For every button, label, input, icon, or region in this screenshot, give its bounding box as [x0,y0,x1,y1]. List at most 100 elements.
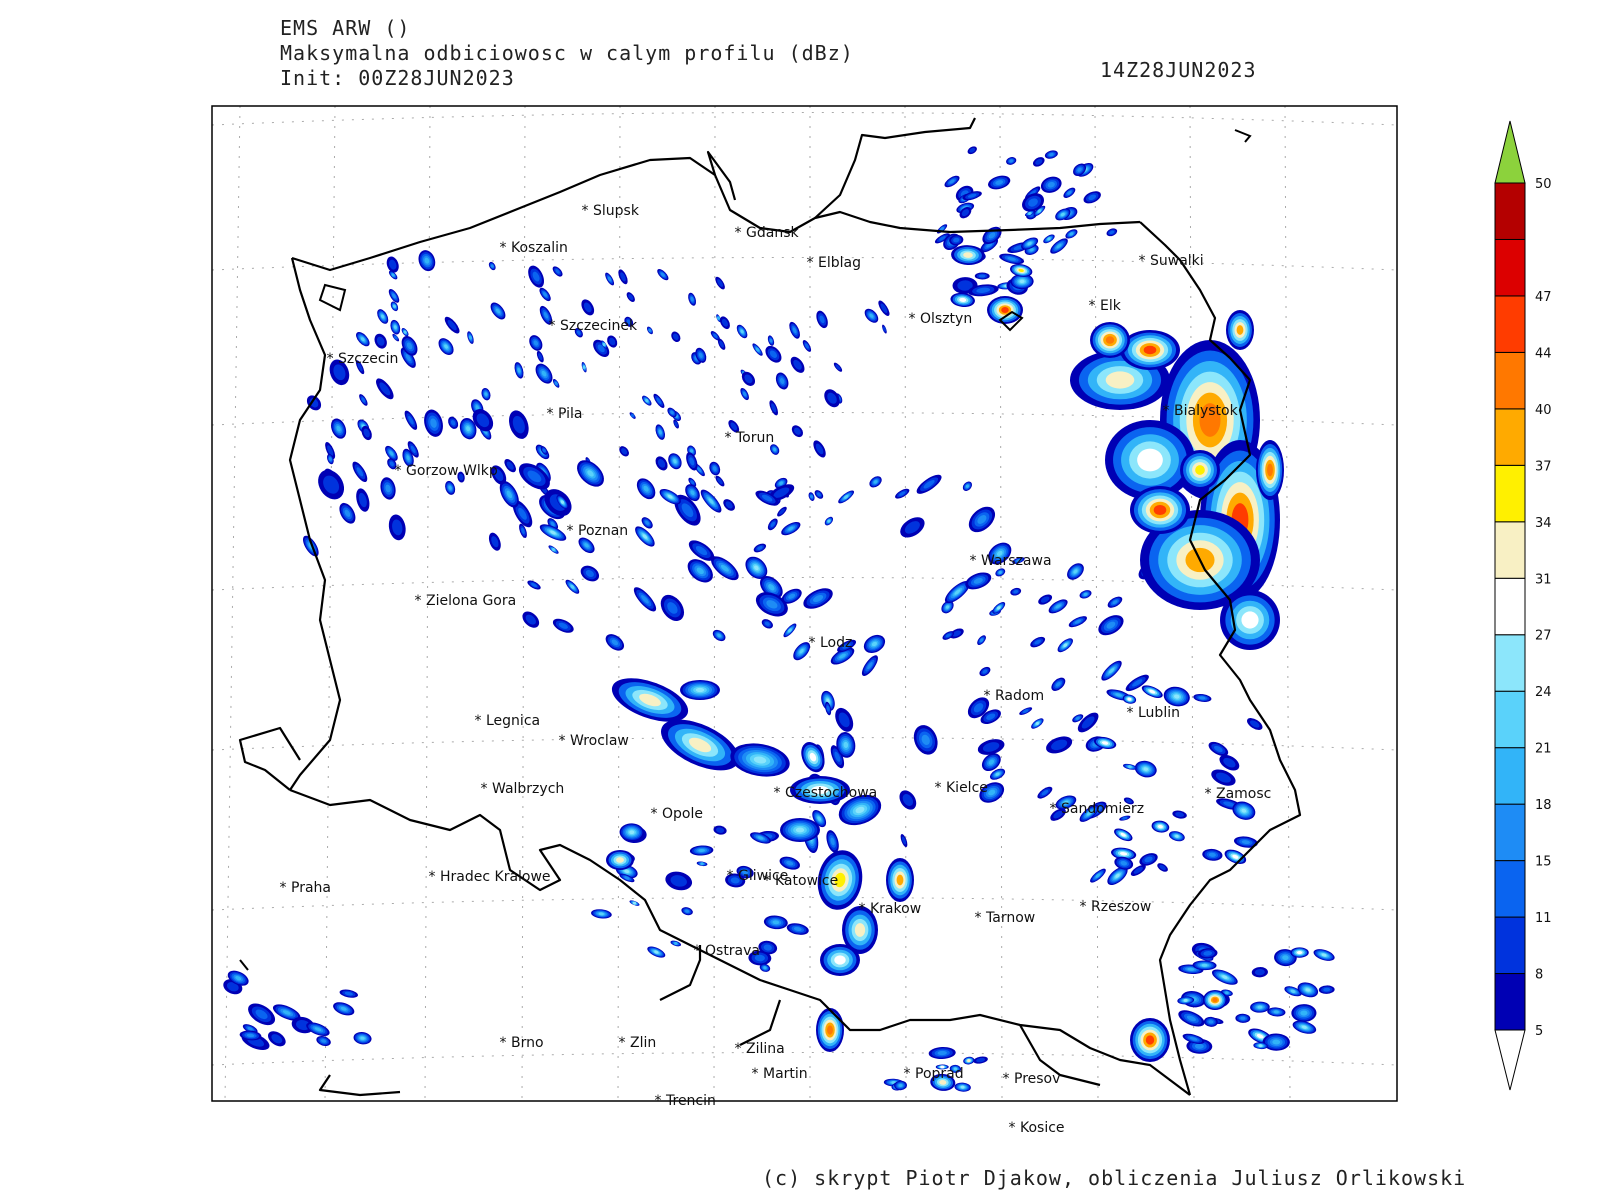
city-label: Elk [1100,298,1122,314]
reflectivity-cell [1123,797,1134,805]
reflectivity-cell [981,753,1001,772]
reflectivity-cell [710,331,720,341]
reflectivity-cell [1031,718,1044,729]
reflectivity-cell [863,634,886,653]
colorbar-swatch [1494,521,1526,579]
reflectivity-cell [753,543,767,553]
reflectivity-cell [709,461,721,476]
city-marker: * [935,780,942,796]
city-krakow: * Krakow [859,901,922,917]
reflectivity-cell [1107,596,1123,608]
reflectivity-cell [715,276,725,290]
reflectivity-cell [491,465,507,485]
reflectivity-cell [817,850,863,910]
reflectivity-cell [529,335,543,351]
city-bialystok: * Bialystok [1163,403,1239,419]
reflectivity-cell [356,332,370,347]
reflectivity-cell [386,256,399,273]
colorbar-swatch [1494,916,1526,975]
reflectivity-cell [1151,820,1170,833]
reflectivity-cell [963,1056,975,1065]
reflectivity-cell [1177,996,1195,1005]
city-marker: * [429,869,436,885]
city-label: Ostrava [705,943,760,959]
reflectivity-cell [642,395,652,406]
city-marker: * [1089,298,1096,314]
reflectivity-cell [836,732,856,758]
reflectivity-cell [1024,210,1035,217]
reflectivity-cell [954,1082,971,1092]
reflectivity-cell [688,477,697,487]
reflectivity-cell [916,474,942,494]
reflectivity-cell [1256,440,1284,500]
colorbar-label: 24 [1535,685,1552,700]
reflectivity-cell [1211,969,1238,985]
reflectivity-cell [728,419,740,433]
colorbar-label: 34 [1535,516,1552,531]
reflectivity-cell [1114,856,1134,870]
city-kielce: * Kielce [935,780,988,796]
reflectivity-cell [1101,660,1122,681]
valid-time: 14Z28JUN2023 [1100,58,1257,82]
city-marker: * [774,785,781,801]
colorbar-swatch [1494,747,1526,805]
reflectivity-cell [1182,1033,1205,1044]
city-marker: * [752,1066,759,1082]
colorbar-swatch [1494,295,1526,353]
reflectivity-cell [239,1030,262,1041]
reflectivity-cell [302,535,319,557]
reflectivity-cell [552,266,563,277]
reflectivity-cell [688,292,697,306]
reflectivity-cell [980,709,1001,724]
reflectivity-cell [377,309,389,324]
reflectivity-cell [1202,848,1223,861]
reflectivity-cell [755,592,788,617]
reflectivity-cell [780,818,820,842]
reflectivity-cell [781,521,801,536]
reflectivity-cell [1122,694,1137,704]
city-marker: * [1127,705,1134,721]
reflectivity-cell [624,316,634,327]
reflectivity-cell [736,324,748,339]
reflectivity-cell [670,940,682,947]
city-label: Zlin [630,1035,656,1051]
reflectivity-cell [725,873,746,888]
colorbar-swatch [1494,351,1526,410]
city-marker: * [1205,786,1212,802]
reflectivity-cell [1292,1020,1317,1034]
city-marker: * [807,255,814,271]
reflectivity-cell [605,634,625,651]
city-gliwice: * Gliwice [727,868,789,884]
reflectivity-cell [619,873,635,883]
reflectivity-cell [390,319,401,335]
city-warszawa: * Warszawa [970,553,1052,569]
reflectivity-cell [1318,985,1335,994]
reflectivity-cell [472,409,494,432]
city-katowice: * Katowice [764,873,839,889]
reflectivity-cell [619,446,629,457]
reflectivity-cell [565,579,580,594]
reflectivity-cell [1178,1010,1205,1027]
colorbar-swatch [1494,408,1526,466]
reflectivity-cell [791,425,803,438]
reflectivity-cell [536,350,544,363]
reflectivity-cell [894,1080,907,1091]
city-marker: * [975,910,982,926]
reflectivity-cell [674,494,701,526]
reflectivity-cell [1019,707,1033,715]
reflectivity-cell [824,389,840,408]
reflectivity-cell [1010,263,1033,277]
reflectivity-cell [878,300,890,317]
reflectivity-cell [759,963,771,972]
reflectivity-cell [712,629,726,642]
reflectivity-cell [716,314,721,323]
reflectivity-cell [1297,982,1319,998]
city-label: Szczecinek [560,318,638,334]
reflectivity-cell [548,545,559,554]
reflectivity-cell [1107,866,1128,885]
city-marker: * [1163,403,1170,419]
reflectivity-cell [1120,330,1180,370]
colorbar-low-arrow [1494,1029,1526,1091]
reflectivity-cell [607,335,618,348]
